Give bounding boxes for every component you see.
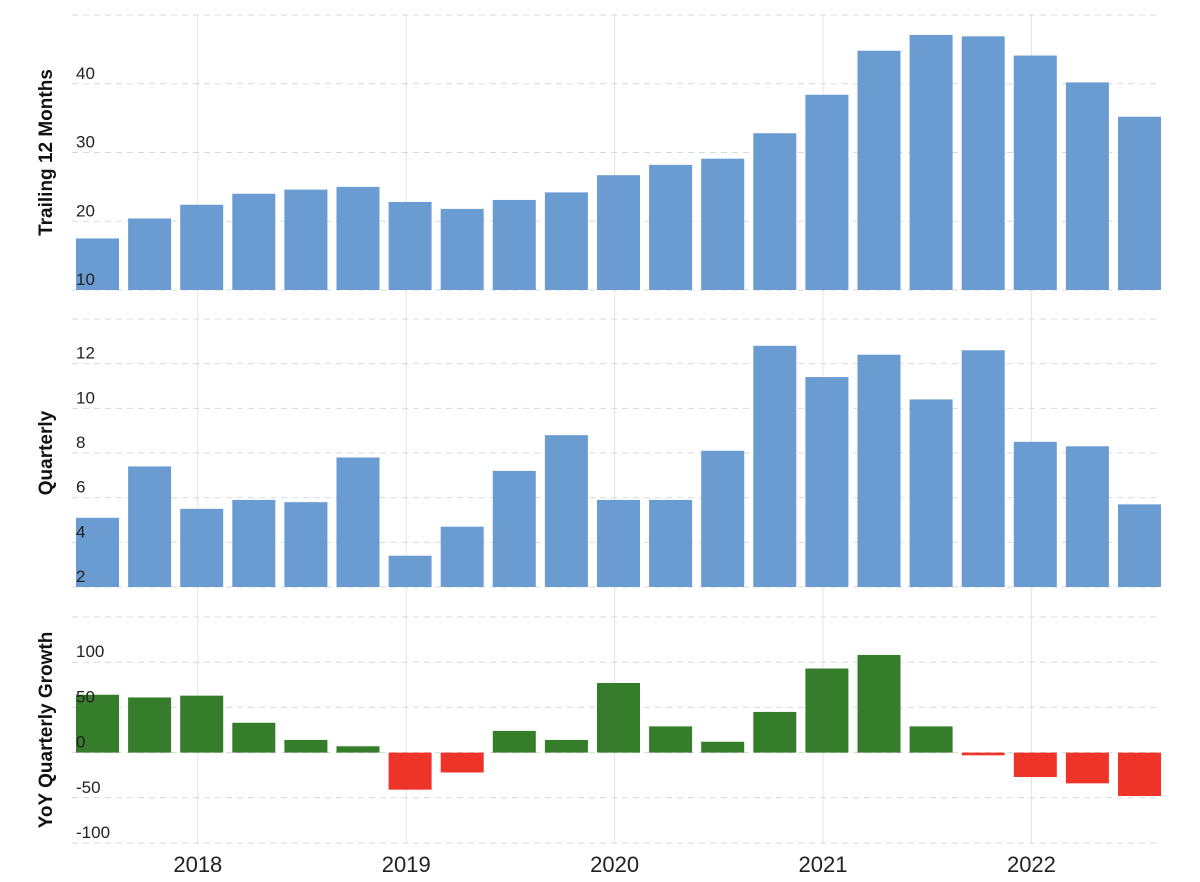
- chart-panels: 10 20 30 40 Trailing 12 Months 2 4 6 8 10 12 Quarte…: [36, 14, 1161, 844]
- bar: [961, 36, 1005, 290]
- y-axis-label: YoY Quarterly Growth: [36, 632, 57, 829]
- bar: [232, 193, 276, 290]
- bar: [440, 208, 484, 290]
- bar: [701, 450, 745, 587]
- bar: [649, 726, 693, 753]
- bar: [76, 238, 119, 290]
- bar: [1118, 752, 1161, 796]
- bar: [701, 741, 745, 753]
- bar: [232, 499, 276, 587]
- y-tick-label: 8: [76, 433, 85, 452]
- x-axis: 2018 2019 2020 2021 2022: [173, 852, 1056, 877]
- bar: [284, 189, 328, 290]
- y-tick-label: 40: [76, 64, 95, 83]
- bar: [1013, 752, 1057, 778]
- bar: [649, 499, 693, 587]
- bar: [128, 218, 172, 290]
- bar: [128, 466, 172, 587]
- bar: [1118, 504, 1161, 587]
- bar: [388, 555, 432, 587]
- bar: [597, 682, 640, 753]
- bar: [857, 354, 901, 587]
- bar: [1013, 55, 1057, 290]
- bar: [232, 722, 276, 753]
- y-axis-label: Trailing 12 Months: [36, 69, 57, 236]
- x-tick-label: 2021: [799, 852, 848, 877]
- bar: [1065, 82, 1109, 290]
- bar: [180, 508, 224, 587]
- bar: [336, 746, 380, 753]
- y-tick-label: 12: [76, 344, 95, 363]
- bar: [492, 470, 536, 587]
- bar: [440, 752, 484, 773]
- x-tick-label: 2019: [382, 852, 431, 877]
- bar: [701, 158, 745, 290]
- bar: [961, 350, 1005, 587]
- bar: [753, 133, 797, 290]
- panel-1: 10 20 30 40 Trailing 12 Months: [36, 14, 1161, 291]
- bar: [961, 752, 1005, 756]
- bar: [857, 50, 901, 290]
- y-tick-label: 6: [76, 478, 85, 497]
- y-tick-label: 4: [76, 522, 85, 541]
- panel-3: -100 -50 0 50 100 YoY Quarterly Growth: [36, 616, 1161, 844]
- bar: [128, 697, 172, 753]
- bar: [388, 752, 432, 790]
- bar: [649, 164, 693, 290]
- x-tick-label: 2018: [173, 852, 222, 877]
- y-tick-label: 20: [76, 201, 95, 220]
- bar: [544, 435, 588, 587]
- bar: [76, 694, 119, 753]
- x-tick-label: 2022: [1007, 852, 1056, 877]
- bar: [388, 202, 432, 290]
- bar: [805, 377, 849, 587]
- bar: [336, 186, 380, 290]
- bar: [492, 199, 536, 290]
- y-tick-label: 2: [76, 567, 85, 586]
- bar: [1118, 116, 1161, 290]
- bar: [597, 499, 640, 587]
- bar: [753, 711, 797, 753]
- bar: [76, 517, 119, 587]
- bar: [544, 192, 588, 290]
- y-tick-label: 10: [76, 388, 95, 407]
- bar: [909, 34, 953, 290]
- x-tick-label: 2020: [590, 852, 639, 877]
- bar: [909, 399, 953, 587]
- bar: [857, 654, 901, 753]
- y-axis-label: Quarterly: [36, 410, 57, 495]
- y-tick-label: 100: [76, 642, 104, 661]
- bar: [805, 94, 849, 290]
- panel-2: 2 4 6 8 10 12 Quarterly: [36, 318, 1161, 588]
- y-tick-label: -100: [76, 823, 110, 842]
- bar: [284, 739, 328, 753]
- bar: [492, 730, 536, 753]
- y-tick-label: -50: [76, 778, 101, 797]
- bar: [909, 726, 953, 753]
- y-tick-label: 50: [76, 687, 95, 706]
- bar: [597, 175, 640, 290]
- bar: [805, 668, 849, 753]
- bar: [753, 345, 797, 587]
- bar: [544, 739, 588, 753]
- bar: [180, 204, 224, 290]
- bar: [440, 526, 484, 587]
- bar: [284, 502, 328, 587]
- y-tick-label: 0: [76, 733, 85, 752]
- bar: [1013, 441, 1057, 587]
- y-tick-label: 30: [76, 133, 95, 152]
- bar: [180, 695, 224, 753]
- y-tick-label: 10: [76, 270, 95, 289]
- bar: [1065, 752, 1109, 784]
- bar: [336, 457, 380, 587]
- bar: [1065, 446, 1109, 587]
